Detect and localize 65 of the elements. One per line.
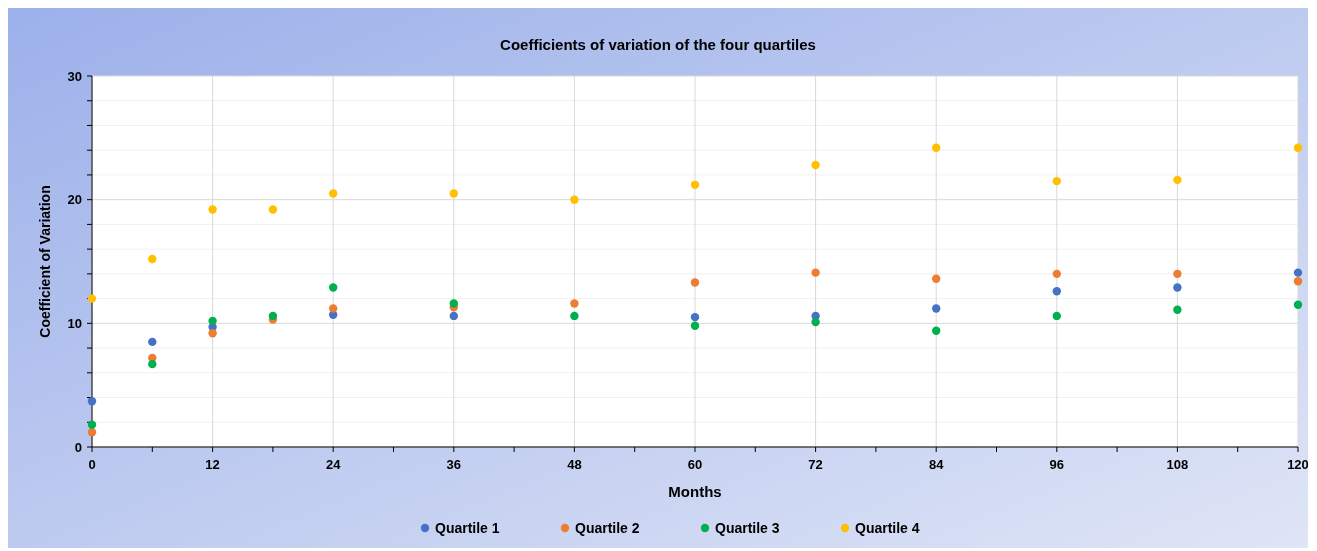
point	[268, 311, 278, 321]
point	[1173, 305, 1182, 314]
x-tick-label: 48	[567, 457, 582, 472]
point	[570, 311, 579, 321]
point	[570, 299, 579, 308]
x-tick-label: 120	[1287, 457, 1309, 472]
point	[1052, 286, 1061, 296]
point	[690, 278, 700, 287]
point	[932, 274, 941, 284]
point	[449, 299, 458, 308]
point	[329, 189, 338, 198]
point	[87, 397, 97, 406]
point	[449, 189, 458, 198]
point	[208, 205, 217, 214]
point	[690, 321, 700, 330]
point	[148, 254, 157, 264]
x-axis-title: Months	[668, 483, 722, 500]
x-tick-label: 24	[325, 457, 342, 472]
chart-title: Coefficients of variation of the four quartiles	[500, 36, 816, 53]
x-tick-label: 72	[808, 457, 823, 472]
x-tick-label: 108	[1166, 457, 1189, 472]
point	[329, 304, 338, 313]
point	[1173, 269, 1182, 279]
point	[932, 326, 941, 335]
y-axis-title: Coefficient of Variation	[37, 185, 53, 338]
point	[1052, 269, 1061, 279]
legend-label: Quartile 1	[435, 520, 500, 536]
x-tick-label: 60	[687, 457, 703, 472]
y-tick-label: 20	[67, 192, 82, 208]
point	[329, 283, 338, 292]
point	[811, 160, 820, 170]
legend-label: Quartile 3	[715, 520, 780, 536]
point	[208, 329, 217, 338]
point	[1293, 268, 1303, 277]
y-tick-label: 10	[67, 315, 82, 331]
x-tick-label: 36	[446, 457, 462, 472]
point	[1293, 300, 1303, 309]
point	[570, 195, 579, 204]
point	[811, 268, 820, 277]
point	[1173, 283, 1182, 292]
point	[268, 205, 278, 214]
x-tick-label: 84	[928, 457, 945, 472]
x-tick-label: 0	[88, 457, 96, 472]
x-tick-label: 96	[1049, 457, 1065, 472]
point	[932, 143, 941, 152]
point	[690, 312, 700, 322]
point	[449, 311, 458, 321]
point	[1052, 176, 1061, 186]
point	[208, 316, 217, 326]
point	[932, 304, 941, 313]
y-tick-label: 30	[67, 68, 82, 84]
legend-label: Quartile 2	[575, 520, 640, 536]
legend-label: Quartile 4	[855, 520, 920, 536]
x-tick-label: 12	[205, 457, 220, 472]
point	[811, 317, 820, 327]
point	[690, 180, 700, 190]
point	[148, 359, 157, 369]
point	[87, 420, 97, 429]
point	[1173, 175, 1182, 185]
point	[87, 294, 97, 303]
point	[1052, 311, 1061, 321]
point	[1293, 277, 1303, 286]
point	[148, 337, 157, 347]
point	[1293, 143, 1303, 152]
y-tick-label: 0	[74, 439, 82, 455]
